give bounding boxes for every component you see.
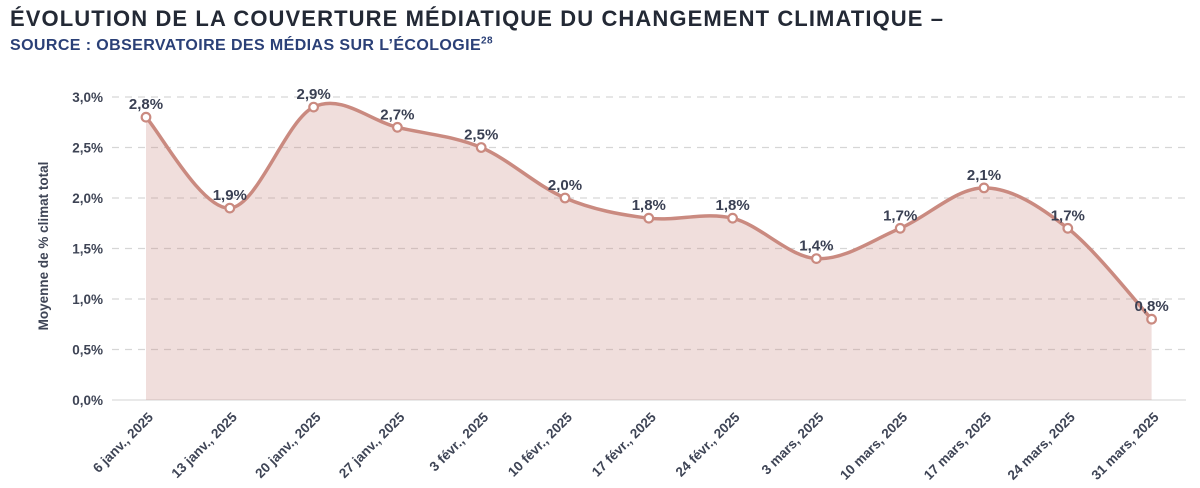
- y-tick-label: 2,5%: [72, 141, 103, 156]
- data-point-label: 1,7%: [1051, 207, 1085, 224]
- data-point-label: 1,8%: [632, 197, 666, 214]
- data-point-label: 0,8%: [1134, 298, 1168, 315]
- x-tick-label: 24 févr., 2025: [673, 409, 743, 479]
- x-tick-label: 6 janv., 2025: [90, 409, 157, 476]
- data-point-marker: [392, 121, 403, 133]
- data-point-marker: [1146, 313, 1157, 325]
- y-tick-label: 2,0%: [72, 191, 103, 206]
- x-tick-label: 31 mars, 2025: [1088, 409, 1162, 483]
- page-title: ÉVOLUTION DE LA COUVERTURE MÉDIATIQUE DU…: [10, 6, 945, 31]
- footnote-ref: 28: [481, 35, 493, 47]
- x-tick-label: 10 mars, 2025: [837, 409, 911, 483]
- data-point-marker: [643, 212, 655, 224]
- data-point-label: 2,9%: [296, 86, 330, 103]
- x-tick-label: 10 févr., 2025: [505, 409, 575, 479]
- x-tick-label: 13 janv., 2025: [168, 409, 240, 481]
- data-point-marker: [1062, 222, 1074, 234]
- y-tick-label: 0,5%: [72, 343, 103, 358]
- area-fill: [146, 103, 1152, 400]
- data-point-label: 2,5%: [464, 127, 498, 144]
- data-point-marker: [308, 101, 320, 113]
- x-tick-label: 3 févr., 2025: [427, 409, 492, 474]
- data-point-marker: [894, 222, 906, 234]
- data-point-label: 2,8%: [129, 96, 163, 113]
- y-tick-label: 1,0%: [72, 292, 103, 307]
- data-point-marker: [811, 253, 822, 265]
- data-point-label: 1,9%: [213, 187, 247, 204]
- data-point-marker: [978, 182, 990, 194]
- data-point-label: 2,0%: [548, 177, 582, 194]
- data-point-marker: [559, 192, 571, 204]
- x-tick-label: 17 mars, 2025: [921, 409, 995, 483]
- data-point-label: 2,1%: [967, 167, 1001, 184]
- source-line: SOURCE : OBSERVATOIRE DES MÉDIAS SUR L’É…: [10, 35, 493, 55]
- data-point-marker: [475, 142, 487, 153]
- y-tick-label: 1,5%: [72, 242, 103, 257]
- x-tick-label: 24 mars, 2025: [1005, 409, 1079, 483]
- source-label: SOURCE : OBSERVATOIRE DES MÉDIAS SUR L’É…: [10, 37, 482, 54]
- x-tick-label: 17 févr., 2025: [589, 409, 659, 479]
- data-point-marker: [140, 111, 152, 123]
- y-tick-label: 0,0%: [72, 393, 103, 408]
- x-tick-label: 20 janv., 2025: [252, 409, 324, 481]
- data-point-label: 1,4%: [799, 238, 833, 255]
- data-point-marker: [727, 212, 738, 224]
- data-point-marker: [224, 202, 236, 214]
- data-point-label: 1,7%: [883, 207, 917, 224]
- y-tick-label: 3,0%: [72, 90, 103, 105]
- x-tick-label: 27 janv., 2025: [336, 409, 408, 481]
- data-point-label: 1,8%: [715, 197, 749, 214]
- y-axis-title: Moyenne de % climat total: [36, 162, 51, 331]
- data-point-label: 2,7%: [380, 106, 414, 123]
- x-tick-label: 3 mars, 2025: [759, 409, 827, 477]
